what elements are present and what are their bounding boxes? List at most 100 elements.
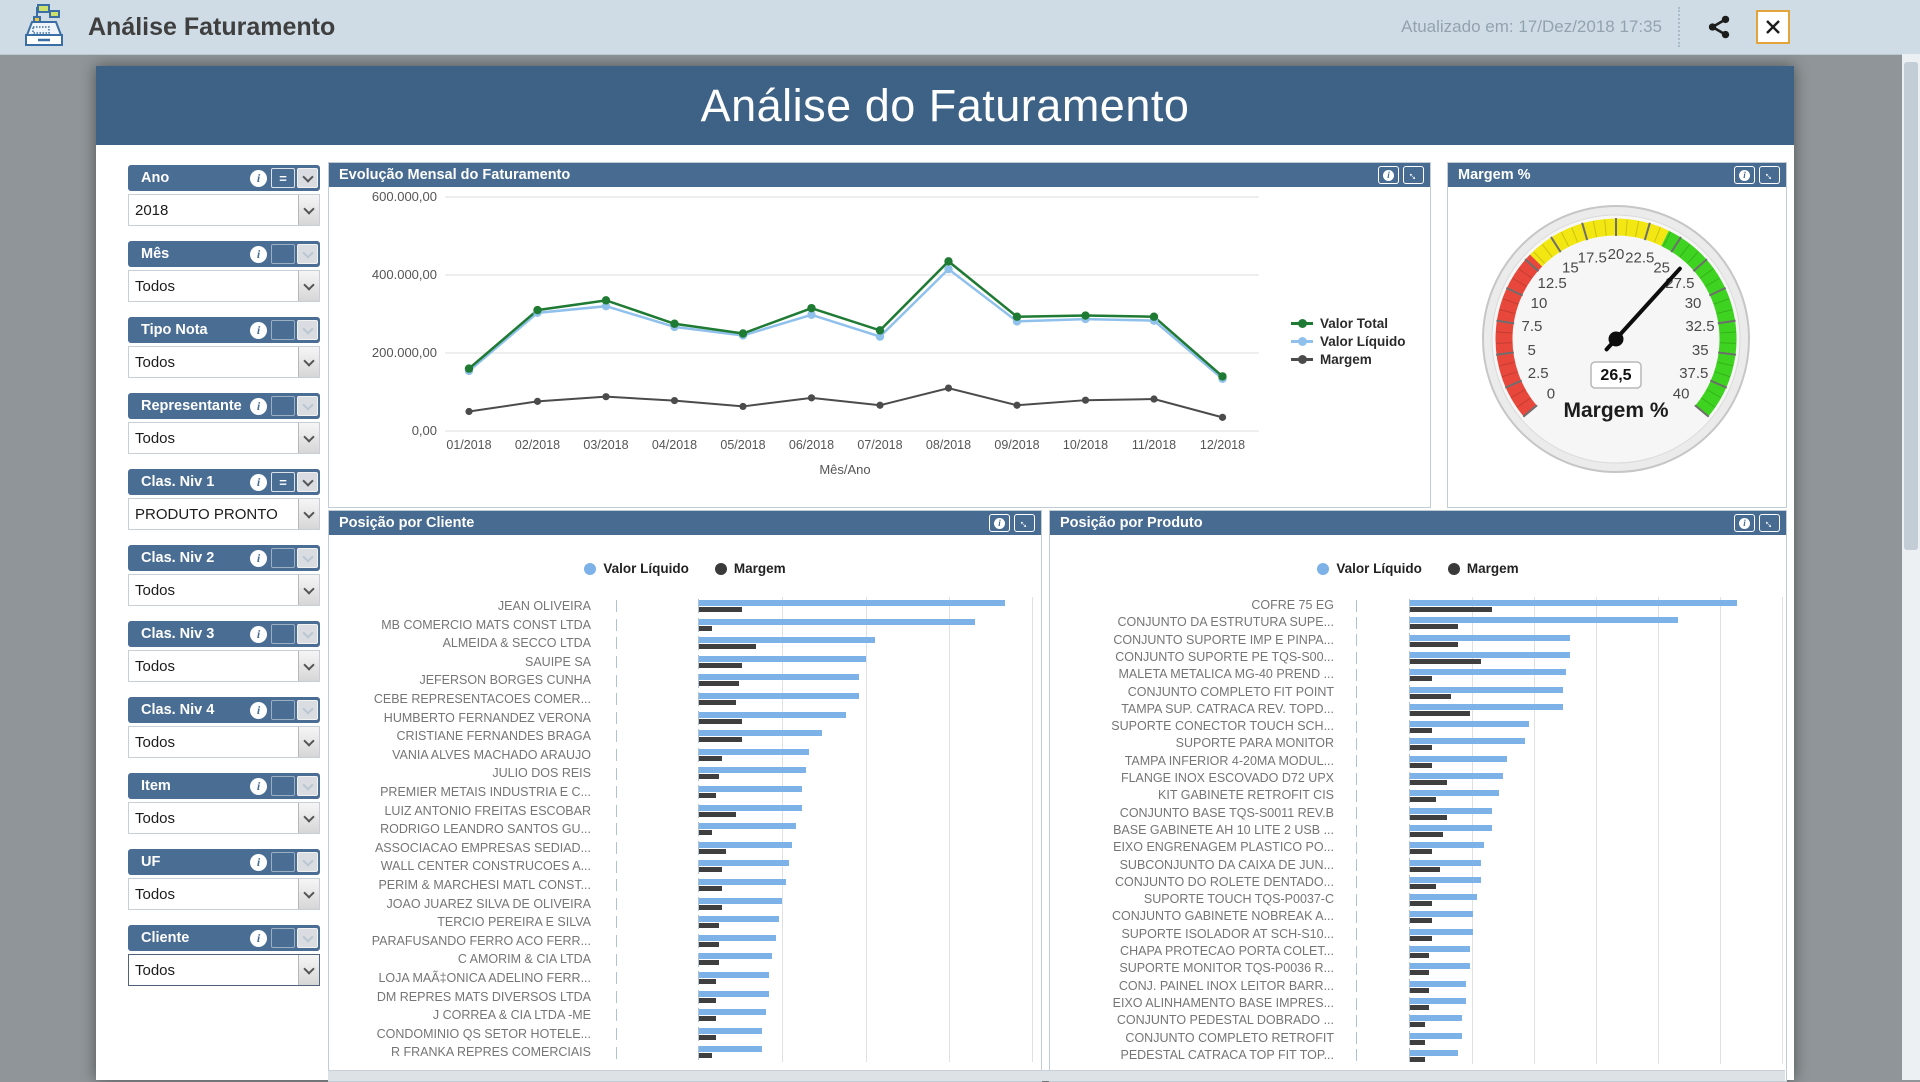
expand-icon[interactable]: ↔ [1759, 513, 1780, 533]
filter-value-dropdown-button[interactable] [298, 955, 319, 985]
filter-value-box[interactable]: Todos [128, 954, 320, 986]
valor-liquido-bar[interactable] [699, 674, 859, 681]
filter-header[interactable]: Cliente i [128, 925, 320, 951]
valor-liquido-bar[interactable] [1410, 617, 1678, 624]
margem-bar[interactable] [699, 997, 716, 1003]
filter-value-dropdown-button[interactable] [298, 803, 319, 833]
category-label[interactable]: ALMEIDA & SECCO LTDA [442, 636, 591, 651]
info-icon[interactable]: i [250, 549, 267, 567]
info-icon[interactable]: i [250, 245, 267, 263]
margem-bar[interactable] [699, 867, 723, 873]
filter-value-dropdown-button[interactable] [298, 499, 319, 529]
filter-operator-dropdown[interactable] [297, 320, 318, 340]
scrollbar-thumb[interactable] [1904, 62, 1918, 550]
category-label[interactable]: KIT GABINETE RETROFIT CIS [1158, 788, 1334, 803]
category-label[interactable]: CONJUNTO GABINETE NOBREAK A... [1111, 909, 1334, 924]
info-icon[interactable]: i [1734, 166, 1755, 184]
category-label[interactable]: JULIO DOS REIS [492, 766, 591, 781]
filter-operator-dropdown[interactable] [297, 548, 318, 568]
category-label[interactable]: C AMORIM & CIA LTDA [457, 952, 591, 967]
margem-bar[interactable] [1410, 831, 1444, 837]
category-label[interactable]: PARAFUSANDO FERRO ACO FERR... [371, 933, 591, 948]
margem-bar[interactable] [699, 848, 726, 854]
margem-bar[interactable] [1410, 780, 1448, 785]
valor-liquido-bar[interactable] [1410, 600, 1738, 606]
filter-operator-dropdown[interactable] [297, 168, 318, 188]
legend-item[interactable]: Valor Líquido [1291, 333, 1406, 350]
category-label[interactable]: PREMIER METAIS INDUSTRIA E C... [380, 785, 591, 799]
filter-operator[interactable] [271, 396, 295, 416]
margem-bar[interactable] [1410, 866, 1440, 872]
valor-liquido-bar[interactable] [699, 655, 866, 662]
valor-liquido-bar[interactable] [1410, 1032, 1463, 1039]
valor-liquido-bar[interactable] [1410, 686, 1563, 693]
margem-bar[interactable] [1410, 883, 1437, 889]
filter-operator-dropdown[interactable] [297, 852, 318, 872]
category-label[interactable]: TAMPA SUP. CATRACA REV. TOPD... [1121, 701, 1334, 716]
filter-header[interactable]: Clas. Niv 4 i [128, 697, 320, 723]
margem-bar[interactable] [1410, 710, 1470, 716]
margem-bar[interactable] [1410, 641, 1459, 647]
valor-liquido-bar[interactable] [699, 693, 859, 699]
filter-value-dropdown-button[interactable] [298, 423, 319, 453]
valor-liquido-bar[interactable] [699, 1009, 766, 1016]
margem-bar[interactable] [1410, 1022, 1425, 1028]
category-label[interactable]: SUPORTE ISOLADOR AT SCH-S10... [1121, 926, 1334, 941]
filter-value-dropdown-button[interactable] [298, 651, 319, 681]
margem-bar[interactable] [1410, 607, 1492, 612]
valor-liquido-bar[interactable] [699, 897, 783, 904]
filter-operator[interactable] [271, 624, 295, 644]
filter-value-box[interactable]: 2018 [128, 194, 320, 226]
valor-liquido-bar[interactable] [699, 600, 1006, 606]
filter-operator[interactable] [271, 776, 295, 796]
valor-liquido-bar[interactable] [1410, 980, 1466, 987]
valor-liquido-bar[interactable] [1410, 859, 1481, 866]
category-label[interactable]: J CORREA & CIA LTDA -ME [432, 1008, 591, 1023]
filter-header[interactable]: Clas. Niv 3 i [128, 621, 320, 647]
category-label[interactable]: MB COMERCIO MATS CONST LTDA [381, 617, 591, 632]
valor-liquido-bar[interactable] [1410, 721, 1530, 728]
close-button[interactable] [1756, 10, 1790, 44]
margem-bar[interactable] [699, 700, 736, 705]
filter-operator[interactable] [271, 244, 295, 264]
category-label[interactable]: HUMBERTO FERNANDEZ VERONA [383, 710, 591, 725]
filter-operator-dropdown[interactable] [297, 396, 318, 416]
filter-operator[interactable]: = [271, 472, 295, 492]
category-label[interactable]: CONJUNTO SUPORTE PE TQS-S00... [1115, 649, 1334, 664]
category-label[interactable]: CONJUNTO SUPORTE IMP E PINPA... [1113, 632, 1334, 647]
valor-liquido-bar[interactable] [1410, 773, 1503, 779]
category-label[interactable]: R FRANKA REPRES COMERCIAIS [390, 1045, 591, 1060]
category-label[interactable]: COFRE 75 EG [1251, 598, 1334, 612]
margem-bar[interactable] [1410, 814, 1448, 820]
filter-operator-dropdown[interactable] [297, 624, 318, 644]
valor-liquido-bar[interactable] [1410, 1049, 1459, 1056]
info-icon[interactable]: i [250, 397, 267, 415]
category-label[interactable]: EIXO ALINHAMENTO BASE IMPRES... [1112, 995, 1334, 1010]
info-icon[interactable]: i [250, 853, 267, 871]
margem-bar[interactable] [1410, 693, 1451, 699]
margem-bar[interactable] [1410, 987, 1429, 993]
margem-bar[interactable] [1410, 1039, 1425, 1045]
margem-bar[interactable] [1410, 970, 1429, 976]
valor-liquido-bar[interactable] [699, 1046, 763, 1053]
filter-operator[interactable] [271, 548, 295, 568]
filter-header[interactable]: Representante i [128, 393, 320, 419]
category-label[interactable]: CONJUNTO DA ESTRUTURA SUPE... [1117, 615, 1334, 630]
filter-operator[interactable]: = [271, 168, 295, 188]
valor-liquido-bar[interactable] [699, 860, 789, 867]
category-label[interactable]: CONJUNTO PEDESTAL DOBRADO ... [1116, 1013, 1334, 1028]
category-label[interactable]: EIXO ENGRENAGEM PLASTICO PO... [1113, 840, 1334, 855]
category-label[interactable]: TERCIO PEREIRA E SILVA [437, 915, 591, 930]
filter-operator-dropdown[interactable] [297, 472, 318, 492]
category-label[interactable]: SUPORTE MONITOR TQS-P0036 R... [1119, 961, 1334, 976]
margem-bar[interactable] [699, 923, 719, 929]
legend-item[interactable]: Margem [1291, 351, 1406, 368]
category-label[interactable]: CONJUNTO BASE TQS-S0011 REV.B [1119, 805, 1334, 820]
valor-liquido-bar[interactable] [699, 1027, 763, 1034]
filter-operator-dropdown[interactable] [297, 928, 318, 948]
margem-bar[interactable] [699, 886, 723, 891]
legend-item[interactable]: Margem [714, 561, 786, 576]
valor-liquido-bar[interactable] [1410, 651, 1570, 658]
valor-liquido-bar[interactable] [699, 767, 806, 774]
filter-operator-dropdown[interactable] [297, 244, 318, 264]
